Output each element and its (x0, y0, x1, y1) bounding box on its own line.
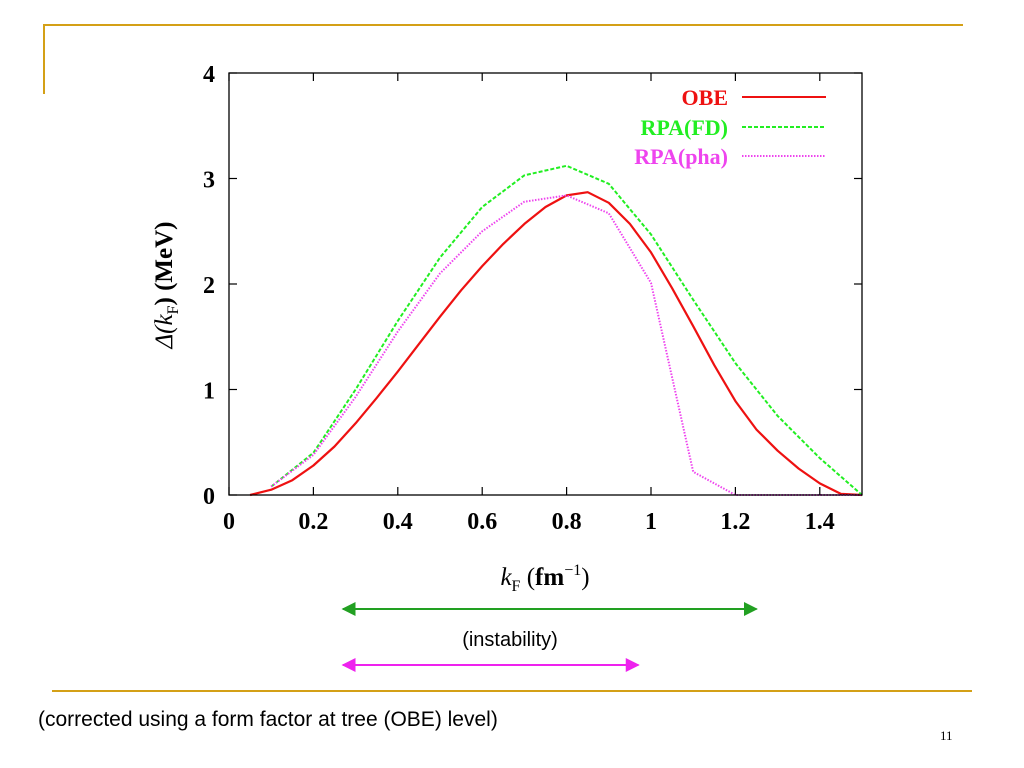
series-layer (249, 164, 863, 497)
y-tick-label: 2 (203, 273, 215, 299)
page-number: 11 (940, 728, 953, 743)
chart: 0 0.2 0.4 0.6 0.8 1 1.2 1.4 0 1 2 3 4 OBE RPA(FD) RP… (151, 62, 863, 672)
y-tick-label: 3 (203, 168, 215, 194)
left-accent-bar (43, 24, 45, 94)
x-tick-label: 0.8 (552, 509, 582, 535)
legend-label-obe: OBE (682, 85, 728, 110)
y-axis-label: Δ(kF) (MeV) (151, 222, 182, 350)
x-tick-label: 0 (223, 509, 235, 535)
x-tick-label: 1 (645, 509, 657, 535)
y-tick-label: 0 (203, 484, 215, 510)
footer-note: (corrected using a form factor at tree (… (38, 708, 498, 731)
x-tick-label: 1.4 (805, 509, 835, 535)
series-line-rpa-pha (270, 194, 862, 496)
instability-label: (instability) (462, 629, 558, 651)
series-line-obe (249, 191, 863, 497)
x-tick-label: 0.6 (467, 509, 497, 535)
y-tick-label: 1 (203, 379, 215, 405)
legend-label-rpa-pha: RPA(pha) (634, 144, 728, 169)
legend: OBE RPA(FD) RPA(pha) (634, 85, 826, 169)
series-line-rpa-fd (270, 164, 863, 496)
x-tick-label: 1.2 (720, 509, 750, 535)
top-rule (43, 24, 963, 26)
x-tick-label: 0.2 (298, 509, 328, 535)
y-tick-label: 4 (203, 62, 215, 88)
x-tick-label: 0.4 (383, 509, 413, 535)
axis-ticks (228, 72, 862, 496)
x-axis-label: kF (fm−1) (500, 562, 589, 595)
legend-label-rpa-fd: RPA(FD) (640, 115, 728, 140)
bottom-rule (52, 690, 972, 692)
tick-labels: 0 0.2 0.4 0.6 0.8 1 1.2 1.4 0 1 2 3 4 (203, 62, 835, 535)
plot-frame (228, 72, 863, 496)
